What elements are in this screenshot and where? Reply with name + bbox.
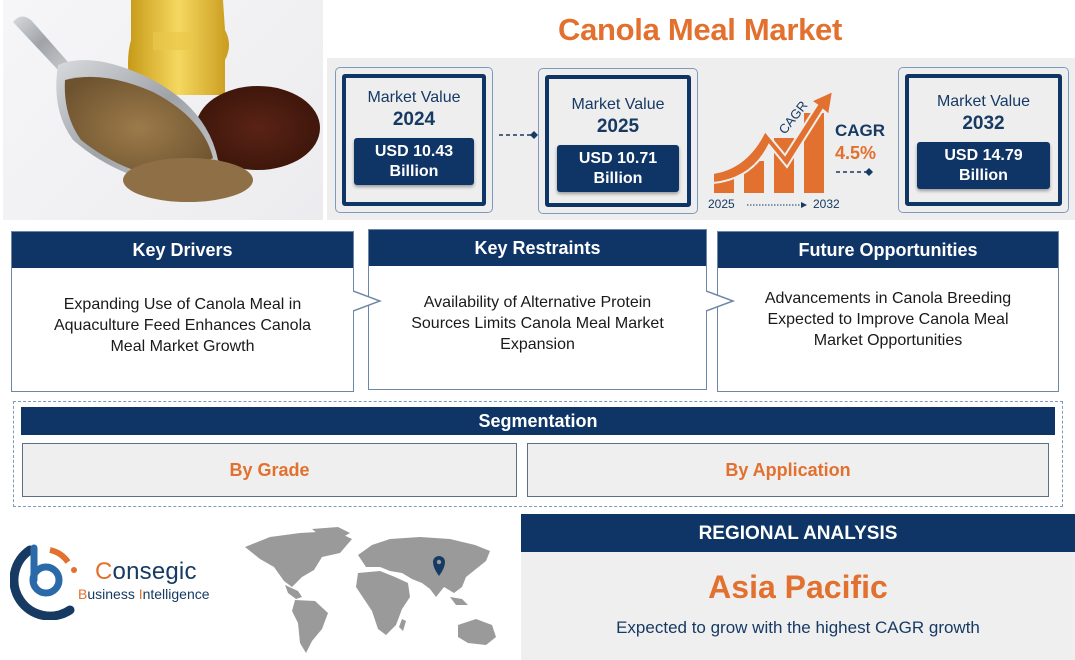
dotted-connector-icon: [836, 168, 873, 176]
card-unit: Billion: [593, 170, 643, 187]
page-title: Canola Meal Market: [557, 12, 843, 47]
consegic-logo: Consegic Business Intelligence: [10, 540, 230, 620]
segment-by-grade[interactable]: By Grade: [22, 443, 517, 497]
dotted-arrow-icon: [747, 202, 807, 208]
market-value-card-2032: Market Value 2032 USD 14.79 Billion: [898, 67, 1069, 213]
card-year: 2032: [962, 113, 1005, 134]
panel-title: Future Opportunities: [718, 232, 1058, 268]
chevron-right-icon: [706, 287, 736, 315]
card-label: Market Value: [936, 93, 1031, 110]
regional-analysis-section: REGIONAL ANALYSIS Asia Pacific Expected …: [521, 514, 1075, 660]
segmentation-title: Segmentation: [21, 407, 1055, 435]
future-opportunities-panel: Future Opportunities Advancements in Can…: [717, 231, 1059, 392]
panel-title: Key Restraints: [369, 230, 706, 266]
card-value: USD 10.71: [578, 150, 658, 167]
key-drivers-panel: Key Drivers Expanding Use of Canola Meal…: [11, 231, 354, 392]
segment-by-application[interactable]: By Application: [527, 443, 1049, 497]
logo-tagline: Business Intelligence: [78, 586, 210, 602]
cagr-graphic: CAGR CAGR 4.5% 2025 2032: [707, 83, 892, 215]
card-unit: Billion: [389, 163, 439, 180]
panel-title: Key Drivers: [12, 232, 353, 268]
consegic-logo-icon: [10, 544, 77, 620]
regional-title: REGIONAL ANALYSIS: [521, 514, 1075, 552]
panel-text: Advancements in Canola Breeding Expected…: [764, 290, 1012, 349]
card-value-box: USD 14.79 Billion: [917, 142, 1050, 189]
cagr-start-year: 2025: [708, 197, 735, 211]
card-year: 2025: [596, 116, 640, 137]
cagr-end-year: 2032: [813, 197, 840, 211]
location-pin-icon: [433, 556, 445, 576]
panel-text: Expanding Use of Canola Meal in Aquacult…: [53, 296, 312, 355]
hero-image: [3, 0, 323, 220]
card-value: USD 14.79: [944, 147, 1023, 164]
dotted-connector-icon: [499, 131, 538, 139]
card-label: Market Value: [571, 96, 665, 113]
card-value-box: USD 10.43 Billion: [354, 138, 474, 185]
market-value-card-2024: Market Value 2024 USD 10.43 Billion: [335, 67, 493, 213]
chevron-right-icon: [353, 287, 383, 315]
cagr-value: 4.5%: [835, 143, 877, 163]
market-value-card-2025: Market Value 2025 USD 10.71 Billion: [538, 68, 698, 214]
card-label: Market Value: [367, 89, 461, 106]
canola-meal-scoop-icon: [13, 0, 320, 202]
region-name: Asia Pacific: [708, 569, 888, 605]
region-description: Expected to grow with the highest CAGR g…: [616, 618, 980, 637]
cagr-label: CAGR: [835, 121, 886, 140]
card-unit: Billion: [959, 167, 1008, 184]
logo-name: Consegic: [95, 558, 197, 585]
key-restraints-panel: Key Restraints Availability of Alternati…: [368, 229, 707, 390]
segmentation-section: Segmentation By Grade By Application: [13, 401, 1063, 507]
panel-text: Availability of Alternative Protein Sour…: [411, 294, 664, 353]
world-map-icon: [245, 527, 496, 653]
card-value-box: USD 10.71 Billion: [557, 145, 679, 192]
card-value: USD 10.43: [374, 143, 454, 160]
cagr-growth-arrow-icon: CAGR: [712, 89, 835, 193]
card-year: 2024: [392, 109, 436, 130]
